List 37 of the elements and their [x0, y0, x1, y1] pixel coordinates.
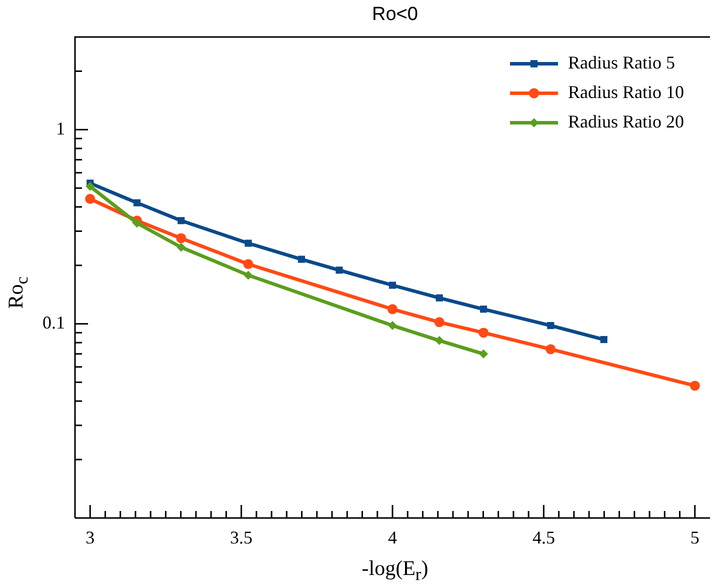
x-tick-label: 3 [86, 528, 95, 548]
legend-label: Radius Ratio 20 [568, 111, 684, 132]
point [434, 317, 444, 328]
point [434, 336, 444, 346]
chart-title: Ro<0 [371, 4, 419, 26]
point [388, 304, 398, 314]
point [388, 282, 396, 289]
x-tick-label: 4.5 [532, 528, 555, 548]
y-tick-label: 1 [56, 118, 65, 138]
point [336, 266, 343, 274]
point [690, 380, 700, 391]
x-tick-label: 5 [690, 528, 700, 548]
point [298, 256, 306, 263]
point [244, 240, 252, 247]
point [133, 199, 141, 206]
point [479, 349, 488, 358]
y-tick-label: 0.1 [42, 312, 65, 333]
point [547, 322, 554, 330]
point [244, 270, 253, 280]
x-tick-label: 3.5 [230, 528, 253, 548]
point [132, 218, 142, 228]
point [85, 194, 96, 204]
x-axis-title: -log(E$_{r}$) [360, 556, 430, 585]
point [436, 294, 443, 302]
point [86, 182, 95, 191]
x-tick-label: 4 [388, 528, 397, 548]
point [478, 328, 489, 338]
point [600, 336, 608, 344]
point [480, 306, 488, 313]
point [176, 233, 186, 244]
legend-label: Radius Ratio 10 [568, 82, 684, 102]
point [546, 344, 556, 354]
point [178, 217, 185, 224]
point [388, 321, 397, 330]
point [243, 259, 254, 270]
point [176, 242, 186, 252]
legend-label: Radius Ratio 5 [568, 52, 675, 72]
